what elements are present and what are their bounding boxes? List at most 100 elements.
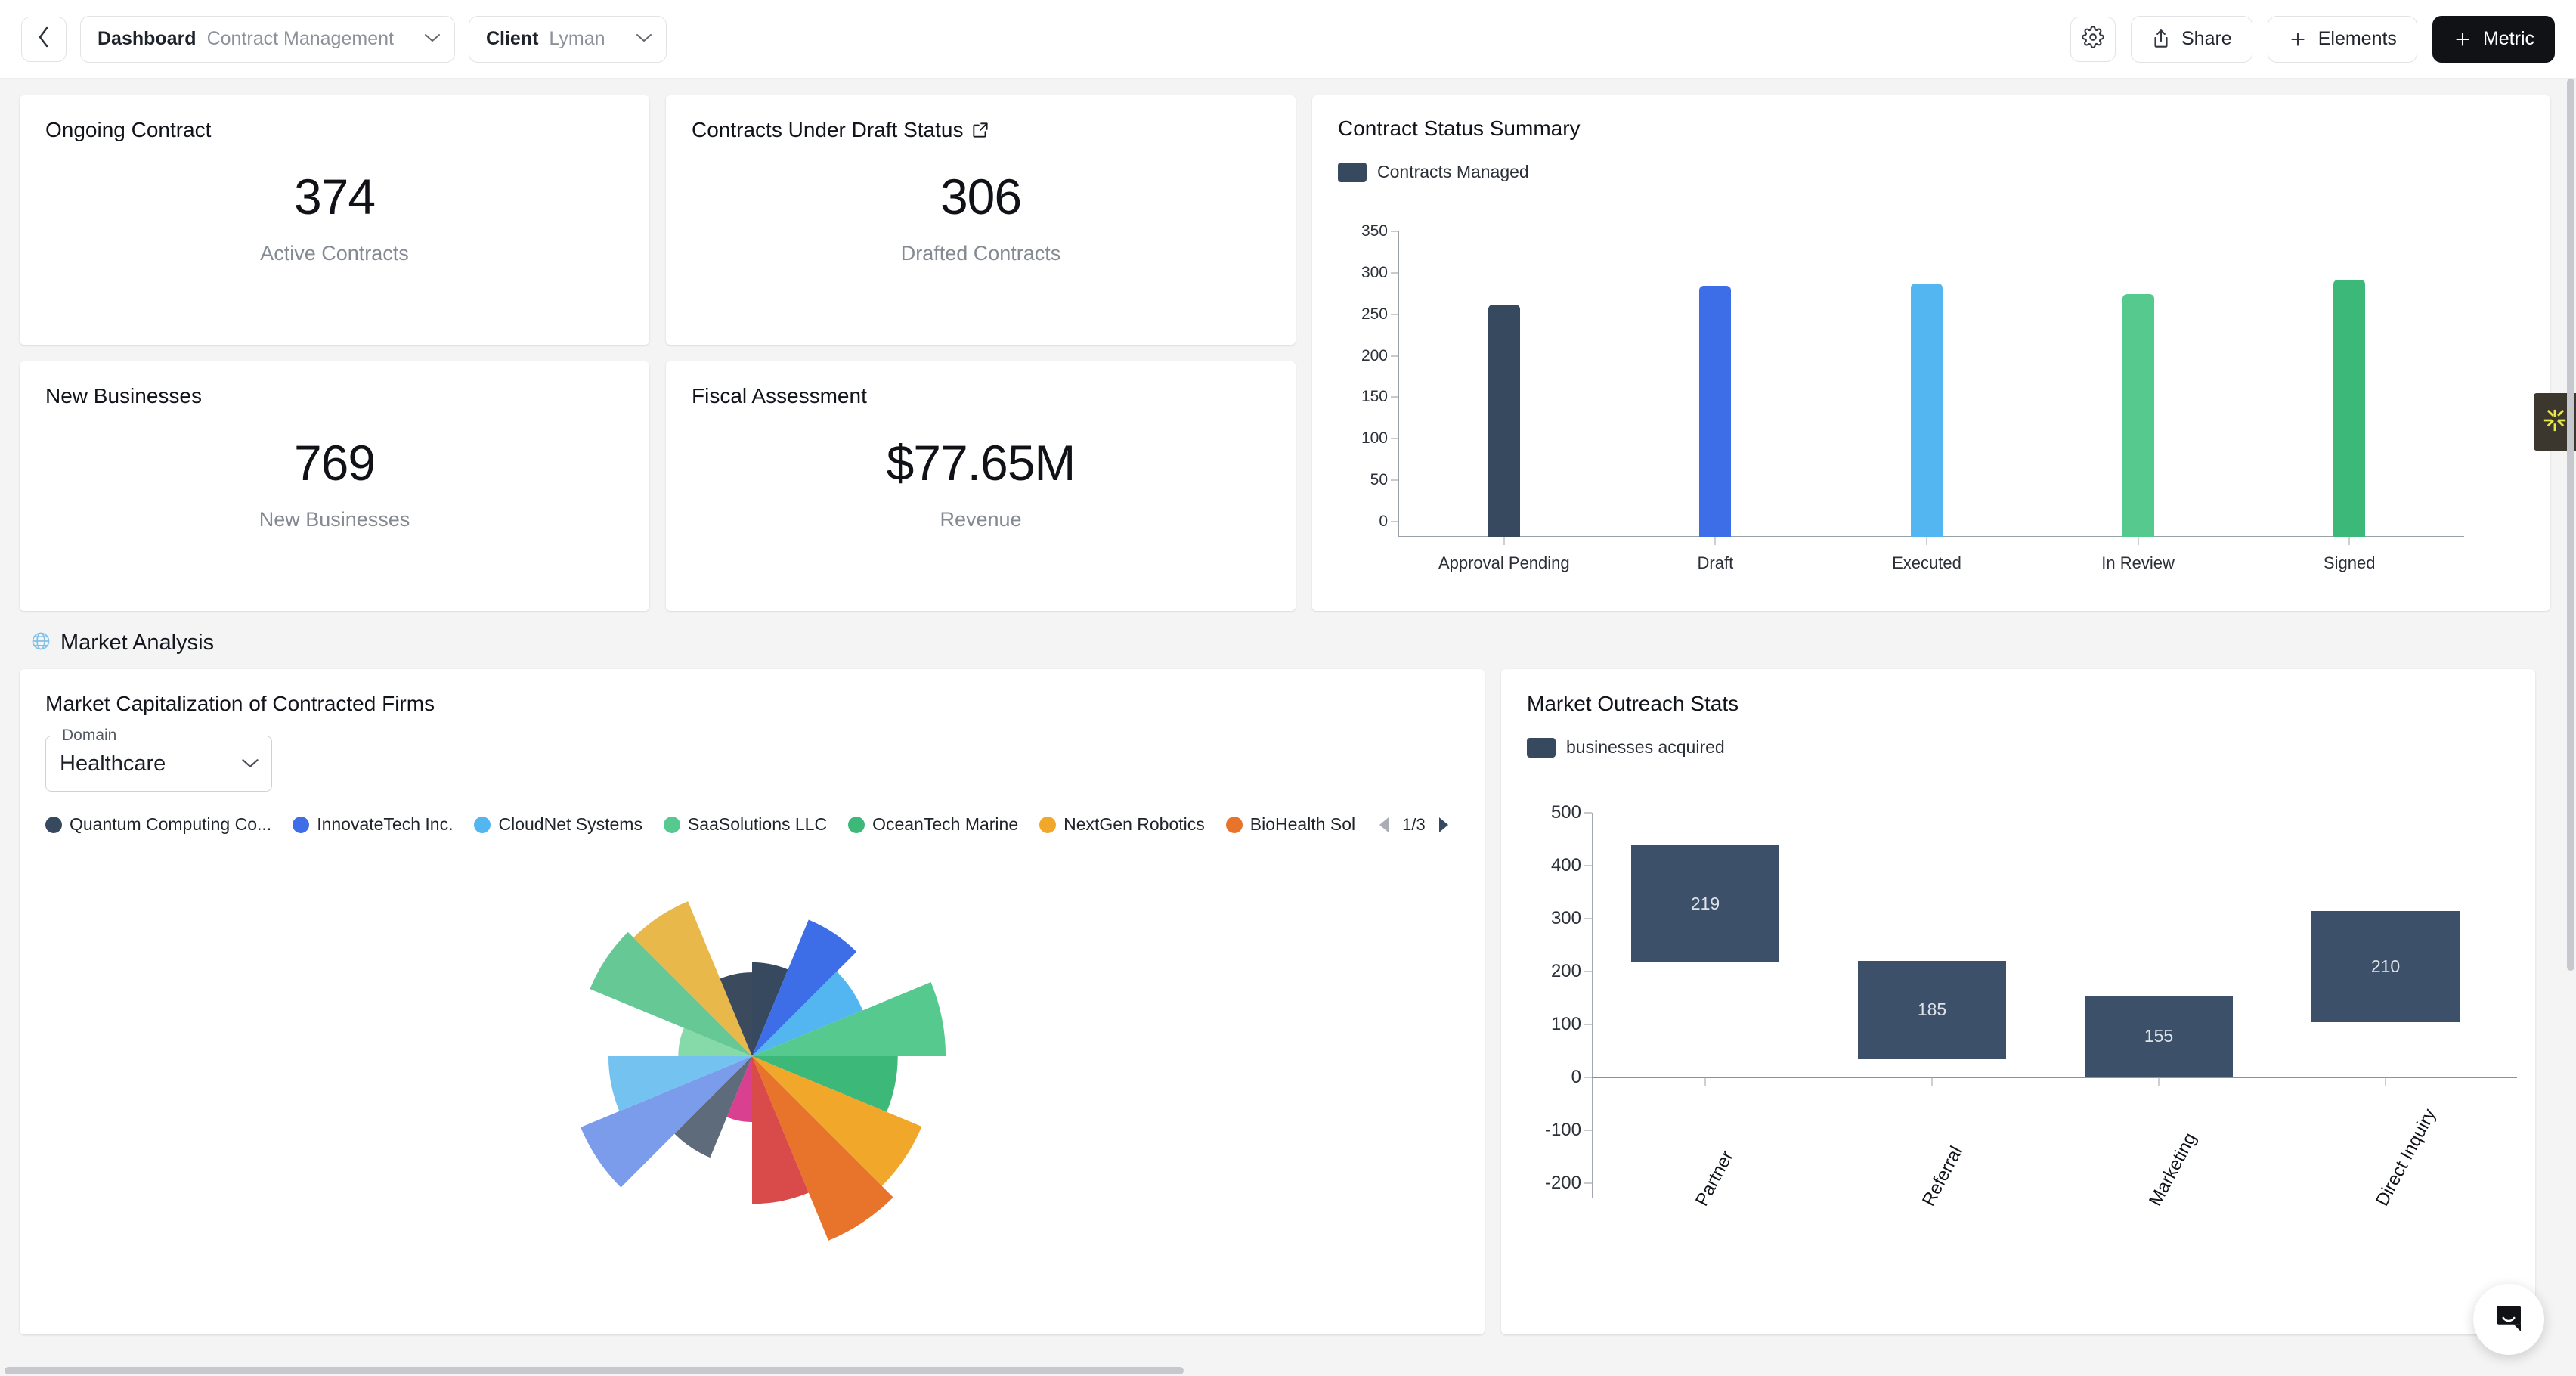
x-axis-tick-mark <box>1704 1077 1706 1086</box>
rose-slice[interactable] <box>590 931 752 1056</box>
legend-item[interactable]: SaaSolutions LLC <box>663 814 827 835</box>
domain-select[interactable]: Domain Healthcare <box>45 727 272 792</box>
kpi-card-ongoing-contract[interactable]: Ongoing Contract 374 Active Contracts <box>20 95 649 345</box>
x-axis-tick-mark <box>1503 537 1505 545</box>
settings-button[interactable] <box>2070 16 2116 62</box>
chevron-down-icon <box>241 754 259 773</box>
bar[interactable] <box>1488 304 1520 537</box>
legend-item[interactable]: BioHealth Sol <box>1225 814 1356 835</box>
rose-slice[interactable] <box>678 1027 752 1056</box>
kpi-value: 374 <box>293 169 376 225</box>
chevron-down-icon <box>424 30 441 48</box>
kpi-title: New Businesses <box>45 384 624 408</box>
rose-slice[interactable] <box>752 1056 893 1241</box>
rose-slice[interactable] <box>752 919 857 1056</box>
bar[interactable] <box>1699 285 1732 537</box>
waterfall-bar[interactable]: 210 <box>2311 910 2460 1022</box>
waterfall-bar[interactable]: 219 <box>1631 845 1779 962</box>
x-axis-tick-mark <box>1931 1077 1933 1086</box>
rose-slice[interactable] <box>752 982 946 1056</box>
bar[interactable] <box>2122 293 2154 537</box>
legend-item[interactable]: OceanTech Marine <box>848 814 1018 835</box>
bar[interactable] <box>1911 284 1943 537</box>
kpi-body: $77.65M Revenue <box>666 434 1296 531</box>
zero-line <box>1592 1077 2517 1078</box>
legend-label: BioHealth Sol <box>1249 814 1356 834</box>
rose-slice[interactable] <box>726 1056 752 1123</box>
legend-next-button[interactable] <box>1435 816 1451 834</box>
rose-slice[interactable] <box>752 962 788 1056</box>
add-metric-button[interactable]: Metric <box>2432 15 2555 63</box>
waterfall-bar[interactable]: 155 <box>2085 995 2233 1077</box>
rose-slice[interactable] <box>608 1056 752 1111</box>
rose-slice[interactable] <box>720 972 752 1056</box>
rose-slice[interactable] <box>752 972 863 1056</box>
legend-swatch <box>1338 162 1367 182</box>
y-axis-tick-label: 0 <box>1571 1067 1581 1087</box>
kpi-title: Contracts Under Draft Status <box>692 118 1270 142</box>
kpi-title-text: New Businesses <box>45 384 202 408</box>
market-capitalization-card: Market Capitalization of Contracted Firm… <box>20 669 1485 1334</box>
y-axis-tick-label: 50 <box>1370 471 1388 489</box>
plus-icon <box>2453 29 2472 49</box>
kpi-row-bottom: New Businesses 769 New Businesses Fiscal… <box>20 361 1296 611</box>
rose-slice[interactable] <box>674 1056 752 1158</box>
client-selector[interactable]: Client Lyman <box>468 15 667 63</box>
y-axis-tick-mark <box>1584 1182 1592 1184</box>
legend-prev-button[interactable] <box>1376 816 1393 834</box>
rose-slice[interactable] <box>752 1056 898 1112</box>
legend-item[interactable]: CloudNet Systems <box>474 814 642 835</box>
domain-select-value: Healthcare <box>60 751 166 776</box>
rose-slice[interactable] <box>752 1056 922 1186</box>
y-axis-tick-label: 100 <box>1361 429 1388 448</box>
rose-slice[interactable] <box>633 901 752 1056</box>
bar-chart-plot-area: 0 50 100 150 200 250 300 350 Approval Pending Dr… <box>1338 222 2525 584</box>
rose-slice[interactable] <box>752 1056 809 1204</box>
y-axis-tick-label: 400 <box>1550 855 1581 875</box>
back-button[interactable] <box>21 16 67 62</box>
kpi-row-top: Ongoing Contract 374 Active Contracts Co… <box>20 95 1296 345</box>
legend-item[interactable]: NextGen Robotics <box>1039 814 1205 835</box>
horizontal-scrollbar-thumb[interactable] <box>5 1367 1184 1374</box>
x-axis-tick-label: Executed <box>1892 553 1961 572</box>
kpi-card-new-businesses[interactable]: New Businesses 769 New Businesses <box>20 361 649 611</box>
kpi-value: 306 <box>940 169 1022 225</box>
y-axis-tick-label: 100 <box>1550 1014 1581 1034</box>
horizontal-scrollbar[interactable] <box>0 1365 2576 1376</box>
rose-chart[interactable] <box>540 845 964 1268</box>
rose-slice[interactable] <box>581 1056 752 1188</box>
bar[interactable] <box>2333 279 2366 537</box>
waterfall-bar[interactable]: 185 <box>1858 961 2006 1059</box>
add-elements-button[interactable]: Elements <box>2267 15 2417 63</box>
legend-item[interactable]: InnovateTech Inc. <box>293 814 453 835</box>
y-axis-tick-mark <box>1584 1130 1592 1131</box>
legend-label: NextGen Robotics <box>1064 814 1205 834</box>
legend-swatch <box>1527 737 1556 758</box>
y-axis-tick-label: -200 <box>1544 1173 1581 1193</box>
kpi-title-text: Fiscal Assessment <box>692 384 867 408</box>
kpi-card-fiscal-assessment[interactable]: Fiscal Assessment $77.65M Revenue <box>666 361 1296 611</box>
y-axis-tick-label: 150 <box>1361 388 1388 406</box>
kpi-card-contracts-under-draft-status[interactable]: Contracts Under Draft Status 306 Drafted… <box>666 95 1296 345</box>
chevron-down-icon <box>636 30 652 48</box>
kpi-subtitle: Drafted Contracts <box>900 242 1061 265</box>
contract-status-summary-card: Contract Status Summary Contracts Manage… <box>1312 95 2550 611</box>
section-title: Market Analysis <box>60 631 215 655</box>
share-button[interactable]: Share <box>2131 15 2252 63</box>
kpi-body: 374 Active Contracts <box>20 168 649 265</box>
add-elements-label: Elements <box>2317 28 2397 49</box>
y-axis-tick-mark <box>1391 355 1398 357</box>
kpi-title: Fiscal Assessment <box>692 384 1270 408</box>
legend-item[interactable]: Quantum Computing Co... <box>45 814 271 835</box>
vertical-scrollbar[interactable] <box>2565 79 2576 1365</box>
y-axis-tick-label: 200 <box>1550 961 1581 981</box>
chat-launcher-button[interactable] <box>2473 1284 2544 1355</box>
y-axis-tick-label: 200 <box>1361 346 1388 364</box>
y-axis-tick-mark <box>1584 1077 1592 1078</box>
vertical-scrollbar-thumb[interactable] <box>2567 79 2574 971</box>
external-link-icon[interactable] <box>971 120 990 140</box>
dashboard-selector[interactable]: Dashboard Contract Management <box>80 15 455 63</box>
firm-legend: Quantum Computing Co... InnovateTech Inc.… <box>45 814 1459 835</box>
gear-icon <box>2082 26 2104 52</box>
globe-icon <box>30 631 51 655</box>
